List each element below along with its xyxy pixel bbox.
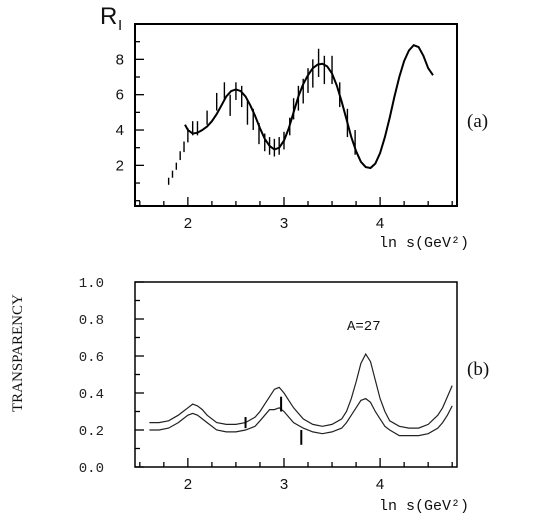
x-tick-label: 4 (376, 476, 384, 493)
x-tick-label: 2 (184, 476, 192, 493)
panel-b-error-bars (244, 396, 303, 445)
y-tick-label: 0.4 (79, 387, 104, 403)
y-tick-label: 4 (116, 122, 124, 139)
x-tick-label: 3 (280, 476, 288, 493)
panel-a-xlabel: ln s(GeV²) (379, 235, 469, 252)
x-tick-label: 4 (376, 215, 384, 232)
y-tick-label: 0.8 (79, 313, 104, 329)
panel-a-frame (134, 23, 458, 207)
panel-b-curve-upper (149, 352, 453, 429)
panel-a-ylabel-subscript: I (118, 17, 122, 34)
panel-b-ylabel: TRANSPARENCY (10, 294, 26, 412)
panel-a-error-bars (167, 48, 356, 185)
x-tick-label: 3 (280, 215, 288, 232)
y-tick-label: 2 (116, 157, 124, 174)
y-tick-label: 1.0 (79, 276, 104, 292)
panel-a-curve (184, 44, 434, 170)
y-tick-label: 6 (116, 87, 124, 104)
panel-a: 2 3 4 2 4 6 8 R I (a) ln s(GeV²) (100, 3, 488, 252)
y-tick-label: 0.0 (79, 461, 104, 477)
panel-a-axes: 2 3 4 2 4 6 8 (116, 23, 453, 232)
y-tick-label: 8 (116, 51, 124, 68)
panel-b-axes: 2 3 4 0.0 0.2 0.4 0.6 0.8 1.0 (79, 276, 453, 493)
panel-a-tag: (a) (467, 111, 488, 132)
panel-b-curve-lower (149, 397, 453, 437)
x-tick-label: 2 (184, 215, 192, 232)
panel-b-annotation: A=27 (347, 319, 381, 335)
y-tick-label: 0.6 (79, 350, 104, 366)
panel-b: 2 3 40.00.20.40.60.81.0 TRANSPARENCY A=27 … (10, 276, 489, 515)
panel-b-frame (134, 281, 458, 468)
y-tick-label: 0.2 (79, 424, 104, 440)
panel-b-xlabel: ln s(GeV²) (379, 498, 469, 515)
panel-b-tag: (b) (467, 359, 489, 380)
panel-a-ylabel: R (100, 3, 117, 30)
